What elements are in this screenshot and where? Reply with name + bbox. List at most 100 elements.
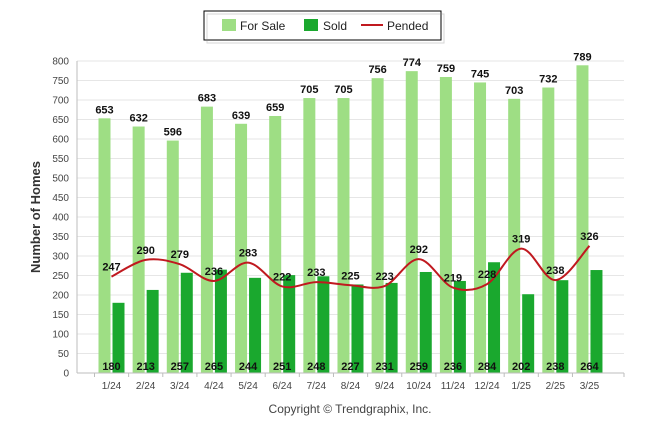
for-sale-value-label: 653 [95, 104, 113, 116]
for-sale-bar [269, 115, 282, 374]
sold-bar [351, 284, 364, 373]
pended-value-label: 292 [410, 244, 428, 256]
for-sale-value-label: 745 [471, 68, 489, 80]
for-sale-value-label: 732 [539, 74, 557, 86]
sold-value-label: 180 [102, 361, 120, 373]
sold-value-label: 227 [341, 361, 359, 373]
for-sale-bar [166, 140, 179, 373]
for-sale-bar [200, 106, 213, 373]
pended-value-label: 290 [136, 245, 154, 257]
x-tick-label: 1/24 [102, 381, 122, 392]
y-tick-label: 100 [52, 330, 69, 341]
for-sale-bar [132, 126, 145, 374]
pended-value-label: 326 [580, 231, 598, 243]
pended-line [111, 245, 591, 292]
for-sale-value-label: 759 [437, 63, 455, 75]
for-sale-bar [439, 76, 452, 374]
y-tick-label: 350 [52, 232, 69, 243]
sold-value-label: 251 [273, 361, 291, 373]
y-tick-label: 250 [52, 271, 69, 282]
sold-value-label: 236 [444, 361, 462, 373]
sold-bar [385, 282, 398, 373]
sold-bar [146, 289, 159, 373]
sold-bar [214, 269, 227, 373]
for-sale-value-label: 756 [368, 64, 386, 76]
sold-value-label: 284 [478, 361, 497, 373]
legend: For Sale Sold Pended [203, 10, 445, 44]
grid [77, 60, 624, 354]
x-tick-label: 3/25 [580, 381, 600, 392]
sold-value-label: 264 [580, 361, 599, 373]
sold-bar [317, 276, 330, 373]
x-tick-label: 2/25 [546, 381, 566, 392]
x-tick-label: 8/24 [341, 381, 361, 392]
y-tick-label: 150 [52, 310, 69, 321]
pended-value-label: 279 [171, 249, 189, 261]
y-tick-label: 400 [52, 213, 69, 224]
sold-legend-swatch [304, 19, 318, 31]
sold-bar [556, 280, 569, 373]
for-sale-value-label: 705 [300, 84, 318, 96]
x-tick-label: 9/24 [375, 381, 395, 392]
pended-value-label: 319 [512, 234, 530, 246]
sold-bar [488, 262, 501, 373]
y-tick-label: 700 [52, 96, 69, 107]
sold-value-label: 238 [546, 361, 564, 373]
sold-value-label: 257 [171, 361, 189, 373]
for-sale-legend-label: For Sale [240, 19, 286, 33]
sold-bar [249, 277, 262, 373]
pended-value-label: 223 [375, 271, 393, 283]
sold-value-label: 265 [205, 361, 223, 373]
pended-value-label: 233 [307, 267, 325, 279]
for-sale-value-label: 789 [573, 51, 591, 63]
pended-legend-label: Pended [387, 19, 428, 33]
data-labels: 653 180 632 213 596 257 683 265 639 244 659 251 705 2… [95, 51, 599, 373]
for-sale-value-label: 632 [129, 113, 147, 125]
pended-value-label: 228 [478, 269, 496, 281]
sold-bar [112, 302, 125, 373]
x-tick-label: 5/24 [238, 381, 258, 392]
x-tick-label: 2/24 [136, 381, 156, 392]
for-sale-value-label: 703 [505, 85, 523, 97]
sold-value-label: 202 [512, 361, 530, 373]
for-sale-bar [337, 98, 350, 374]
for-sale-bar [235, 123, 248, 373]
for-sale-legend-swatch [222, 19, 236, 31]
for-sale-bar [405, 71, 418, 373]
for-sale-bar [303, 98, 316, 374]
sold-bar [180, 272, 193, 373]
sold-value-label: 259 [410, 361, 428, 373]
sold-bar [590, 270, 603, 373]
y-tick-label: 600 [52, 135, 69, 146]
legend-shadow [206, 13, 445, 44]
pended-value-label: 222 [273, 271, 291, 283]
y-axis-title: Number of Homes [28, 161, 43, 273]
sold-value-label: 248 [307, 361, 325, 373]
pended-value-label: 247 [102, 262, 120, 274]
pended-value-label: 283 [239, 248, 257, 260]
x-tick-label: 3/24 [170, 381, 190, 392]
y-tick-label: 550 [52, 154, 69, 165]
y-tick-label: 500 [52, 174, 69, 185]
for-sale-bar [98, 118, 111, 373]
pended-series-line [111, 245, 591, 292]
sold-value-label: 231 [375, 361, 393, 373]
pended-value-label: 225 [341, 270, 359, 282]
for-sale-value-label: 596 [164, 127, 182, 139]
for-sale-bar [542, 87, 555, 374]
sold-value-label: 213 [136, 361, 154, 373]
for-sale-value-label: 705 [334, 84, 352, 96]
for-sale-bar [508, 98, 521, 373]
x-tick-label: 1/25 [511, 381, 531, 392]
sold-value-label: 244 [239, 361, 258, 373]
for-sale-value-label: 639 [232, 110, 250, 122]
y-tick-label: 450 [52, 193, 69, 204]
y-tick-label: 200 [52, 291, 69, 302]
x-tick-label: 7/24 [307, 381, 327, 392]
y-tick-label: 650 [52, 115, 69, 126]
for-sale-value-label: 659 [266, 102, 284, 114]
sold-bar [453, 280, 466, 373]
x-tick-label: 6/24 [272, 381, 292, 392]
